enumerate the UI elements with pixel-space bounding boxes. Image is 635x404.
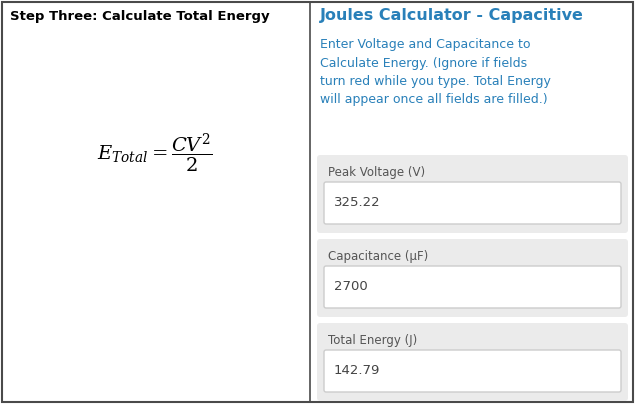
FancyBboxPatch shape	[317, 323, 628, 401]
Text: Peak Voltage (V): Peak Voltage (V)	[328, 166, 425, 179]
Text: 2700: 2700	[334, 280, 368, 293]
Text: Step Three: Calculate Total Energy: Step Three: Calculate Total Energy	[10, 10, 270, 23]
FancyBboxPatch shape	[324, 350, 621, 392]
Text: Joules Calculator - Capacitive: Joules Calculator - Capacitive	[320, 8, 584, 23]
FancyBboxPatch shape	[324, 266, 621, 308]
Text: Capacitance (μF): Capacitance (μF)	[328, 250, 428, 263]
FancyBboxPatch shape	[317, 155, 628, 233]
Text: 142.79: 142.79	[334, 364, 380, 377]
Text: 325.22: 325.22	[334, 196, 380, 210]
Text: Total Energy (J): Total Energy (J)	[328, 334, 417, 347]
FancyBboxPatch shape	[317, 239, 628, 317]
Text: $E_{Total} = \dfrac{CV^2}{2}$: $E_{Total} = \dfrac{CV^2}{2}$	[97, 132, 213, 175]
FancyBboxPatch shape	[324, 182, 621, 224]
Text: Enter Voltage and Capacitance to
Calculate Energy. (Ignore if fields
turn red wh: Enter Voltage and Capacitance to Calcula…	[320, 38, 551, 107]
